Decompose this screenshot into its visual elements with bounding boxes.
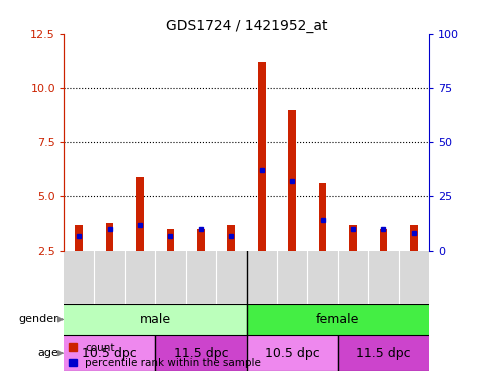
Title: GDS1724 / 1421952_at: GDS1724 / 1421952_at — [166, 19, 327, 33]
Text: age: age — [37, 348, 58, 358]
Bar — [227, 225, 235, 251]
Bar — [410, 225, 418, 251]
Bar — [167, 229, 175, 251]
Bar — [136, 177, 144, 251]
Bar — [197, 229, 205, 251]
Text: 10.5 dpc: 10.5 dpc — [82, 346, 137, 360]
Bar — [64, 304, 246, 335]
Text: male: male — [140, 313, 171, 326]
Text: 11.5 dpc: 11.5 dpc — [174, 346, 228, 360]
Bar — [349, 225, 357, 251]
Text: female: female — [316, 313, 359, 326]
Bar — [75, 225, 83, 251]
Bar — [246, 335, 338, 371]
Text: 10.5 dpc: 10.5 dpc — [265, 346, 319, 360]
Bar — [288, 110, 296, 251]
Bar — [380, 229, 387, 251]
Bar — [155, 335, 246, 371]
Text: gender: gender — [18, 314, 58, 324]
Bar — [338, 335, 429, 371]
Bar — [64, 335, 155, 371]
Bar — [318, 183, 326, 251]
Legend: count, percentile rank within the sample: count, percentile rank within the sample — [70, 343, 261, 368]
Bar — [106, 222, 113, 251]
Text: 11.5 dpc: 11.5 dpc — [356, 346, 411, 360]
Bar — [246, 304, 429, 335]
Bar — [258, 62, 266, 251]
